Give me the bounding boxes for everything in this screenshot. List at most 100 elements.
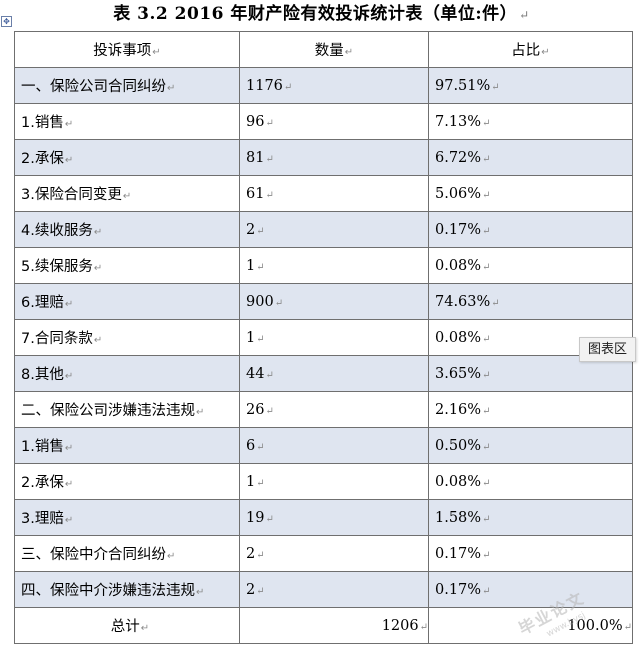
cell-item: 1.销售↵ (14, 103, 240, 140)
table-body: 一、保险公司合同纠纷↵ 1176↵ 97.51%↵ 1.销售↵ 96↵ 7.13%↵ 2.承… (14, 67, 633, 608)
table-title-text: 表 3.2 2016 年财产险有效投诉统计表（单位:件） (113, 4, 518, 24)
paragraph-mark-icon: ↵ (482, 117, 491, 129)
cell-item: 3.保险合同变更↵ (14, 175, 240, 212)
paragraph-mark-icon: ↵ (482, 153, 491, 165)
paragraph-mark-icon: ↵ (140, 623, 150, 634)
paragraph-mark-icon: ↵ (265, 117, 274, 129)
total-ratio: 100.0%↵ (428, 607, 633, 644)
table-row: 5.续保服务↵ 1↵ 0.08%↵ (14, 247, 633, 284)
total-count: 1206↵ (239, 607, 429, 644)
paragraph-mark-icon: ↵ (419, 621, 428, 633)
table-title: 表 3.2 2016 年财产险有效投诉统计表（单位:件） ↵ (0, 2, 643, 26)
paragraph-mark-icon: ↵ (344, 47, 354, 58)
paragraph-mark-icon: ↵ (265, 153, 274, 165)
cell-count: 1↵ (239, 319, 429, 356)
paragraph-mark-icon: ↵ (64, 119, 74, 130)
cell-item: 二、保险公司涉嫌违法违规↵ (14, 391, 240, 428)
cell-count: 2↵ (239, 571, 429, 608)
header-count: 数量↵ (239, 31, 429, 68)
paragraph-mark-icon: ↵ (64, 515, 74, 526)
cell-count: 2↵ (239, 211, 429, 248)
cell-ratio: 6.72%↵ (428, 139, 633, 176)
paragraph-mark-icon: ↵ (482, 333, 491, 345)
paragraph-mark-icon: ↵ (256, 333, 265, 345)
paragraph-mark-icon: ↵ (265, 369, 274, 381)
cell-ratio: 1.58%↵ (428, 499, 633, 536)
table-row: 1.销售↵ 96↵ 7.13%↵ (14, 103, 633, 140)
paragraph-mark-icon: ↵ (265, 189, 274, 201)
table-row: 1.销售↵ 6↵ 0.50%↵ (14, 427, 633, 464)
paragraph-mark-icon: ↵ (196, 407, 205, 418)
paragraph-mark-icon: ↵ (64, 479, 74, 490)
cell-item: 一、保险公司合同纠纷↵ (14, 67, 240, 104)
table-move-handle-icon[interactable]: ✥ (1, 16, 12, 27)
cell-count: 61↵ (239, 175, 429, 212)
cell-ratio: 0.08%↵ (428, 247, 633, 284)
paragraph-mark-icon: ↵ (482, 189, 491, 201)
paragraph-mark-icon: ↵ (482, 549, 491, 561)
cell-item: 三、保险中介合同纠纷↵ (14, 535, 240, 572)
paragraph-mark-icon: ↵ (283, 81, 293, 93)
paragraph-mark-icon: ↵ (64, 155, 74, 166)
table-header-row: 投诉事项↵ 数量↵ 占比↵ (14, 31, 633, 68)
paragraph-mark-icon: ↵ (482, 513, 491, 525)
cell-count: 81↵ (239, 139, 429, 176)
paragraph-mark-icon: ↵ (152, 47, 161, 58)
cell-ratio: 0.08%↵ (428, 463, 633, 500)
paragraph-mark-icon: ↵ (93, 227, 103, 238)
paragraph-mark-icon: ↵ (64, 371, 74, 382)
paragraph-mark-icon: ↵ (519, 8, 530, 22)
paragraph-mark-icon: ↵ (491, 81, 500, 93)
table-row: 二、保险公司涉嫌违法违规↵ 26↵ 2.16%↵ (14, 391, 633, 428)
cell-item: 2.承保↵ (14, 463, 240, 500)
paragraph-mark-icon: ↵ (256, 441, 265, 453)
paragraph-mark-icon: ↵ (482, 585, 491, 597)
cell-count: 6↵ (239, 427, 429, 464)
paragraph-mark-icon: ↵ (274, 297, 284, 309)
complaint-stats-table: 投诉事项↵ 数量↵ 占比↵ 一、保险公司合同纠纷↵ 1176↵ 97.51%↵ 1.销… (14, 31, 633, 644)
cell-count: 26↵ (239, 391, 429, 428)
cell-ratio: 0.17%↵ (428, 535, 633, 572)
paragraph-mark-icon: ↵ (64, 299, 74, 310)
cell-ratio: 97.51%↵ (428, 67, 633, 104)
paragraph-mark-icon: ↵ (256, 477, 265, 489)
cell-count: 900↵ (239, 283, 429, 320)
paragraph-mark-icon: ↵ (541, 47, 550, 58)
cell-item: 5.续保服务↵ (14, 247, 240, 284)
paragraph-mark-icon: ↵ (167, 83, 176, 94)
cell-item: 1.销售↵ (14, 427, 240, 464)
cell-ratio: 2.16%↵ (428, 391, 633, 428)
cell-item: 8.其他↵ (14, 355, 240, 392)
header-item: 投诉事项↵ (14, 31, 240, 68)
cell-ratio: 0.17%↵ (428, 571, 633, 608)
table-row: 2.承保↵ 1↵ 0.08%↵ (14, 463, 633, 500)
paragraph-mark-icon: ↵ (623, 621, 632, 633)
paragraph-mark-icon: ↵ (256, 225, 265, 237)
cell-count: 19↵ (239, 499, 429, 536)
table-row: 一、保险公司合同纠纷↵ 1176↵ 97.51%↵ (14, 67, 633, 104)
cell-item: 2.承保↵ (14, 139, 240, 176)
cell-count: 1↵ (239, 463, 429, 500)
cell-ratio: 5.06%↵ (428, 175, 633, 212)
paragraph-mark-icon: ↵ (265, 405, 274, 417)
cell-count: 96↵ (239, 103, 429, 140)
cell-item: 7.合同条款↵ (14, 319, 240, 356)
paragraph-mark-icon: ↵ (491, 297, 500, 309)
paragraph-mark-icon: ↵ (482, 405, 491, 417)
cell-count: 1176↵ (239, 67, 429, 104)
paragraph-mark-icon: ↵ (482, 369, 491, 381)
table-row: 4.续收服务↵ 2↵ 0.17%↵ (14, 211, 633, 248)
cell-ratio: 7.13%↵ (428, 103, 633, 140)
cell-ratio: 74.63%↵ (428, 283, 633, 320)
cell-item: 四、保险中介涉嫌违法违规↵ (14, 571, 240, 608)
table-row: 3.保险合同变更↵ 61↵ 5.06%↵ (14, 175, 633, 212)
paragraph-mark-icon: ↵ (93, 335, 103, 346)
paragraph-mark-icon: ↵ (167, 551, 176, 562)
paragraph-mark-icon: ↵ (64, 443, 74, 454)
cell-item: 6.理赔↵ (14, 283, 240, 320)
cell-item: 4.续收服务↵ (14, 211, 240, 248)
table-row: 6.理赔↵ 900↵ 74.63%↵ (14, 283, 633, 320)
cell-ratio: 0.17%↵ (428, 211, 633, 248)
table-row: 7.合同条款↵ 1↵ 0.08%↵ (14, 319, 633, 356)
paragraph-mark-icon: ↵ (256, 585, 265, 597)
